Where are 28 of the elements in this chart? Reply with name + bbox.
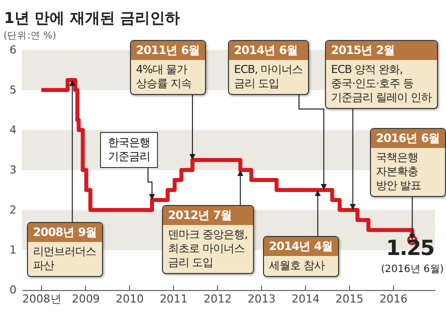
chart-title: 1년 만에 재개된 금리인하: [4, 9, 180, 27]
x-tick-label: 2008년: [22, 292, 62, 306]
x-tick-label: 2016: [379, 292, 408, 306]
callout: 2008년 9월 리먼브러더스 파산: [27, 222, 104, 277]
y-tick-label: 2: [10, 204, 16, 216]
callout: 2016년 6월 국책은행 자본확충 방안 발표: [370, 128, 446, 197]
text: 한국은행 기준금리: [100, 132, 158, 168]
x-tick-label: 2011: [160, 292, 188, 306]
callout: 2015년 2월 ECB 양적 완화, 중국·인도·호주 등 기준금리 릴레이 인하: [325, 40, 438, 109]
y-axis-title: (단위:연 %): [4, 30, 56, 42]
y-tick-label: 0: [10, 284, 16, 296]
callout: 2011년 6월 4%대 물가 상승률 지속: [130, 40, 206, 95]
annotation: (2016년 6월): [381, 263, 444, 276]
x-tick-label: 2015: [336, 292, 364, 306]
x-tick-label: 2013: [248, 292, 276, 306]
y-tick-label: 6: [10, 44, 16, 56]
x-tick-label: 2014: [292, 292, 320, 306]
annotation: 1.25: [386, 236, 434, 260]
y-tick-label: 1: [10, 244, 16, 256]
callout: 2014년 4월 세월호 참사: [263, 236, 340, 277]
x-tick-label: 2009: [72, 292, 100, 306]
callout: 2012년 7월 덴마크 중앙은행, 최초로 마이너스 금리 도입: [162, 205, 254, 274]
y-tick-label: 4: [10, 124, 16, 136]
x-tick-label: 2012: [204, 292, 232, 306]
callout: 2014년 6월 ECB, 마이너스 금리 도입: [228, 40, 309, 95]
y-tick-label: 3: [10, 164, 16, 176]
x-tick-label: 2010: [116, 292, 144, 306]
y-tick-label: 5: [10, 84, 16, 96]
